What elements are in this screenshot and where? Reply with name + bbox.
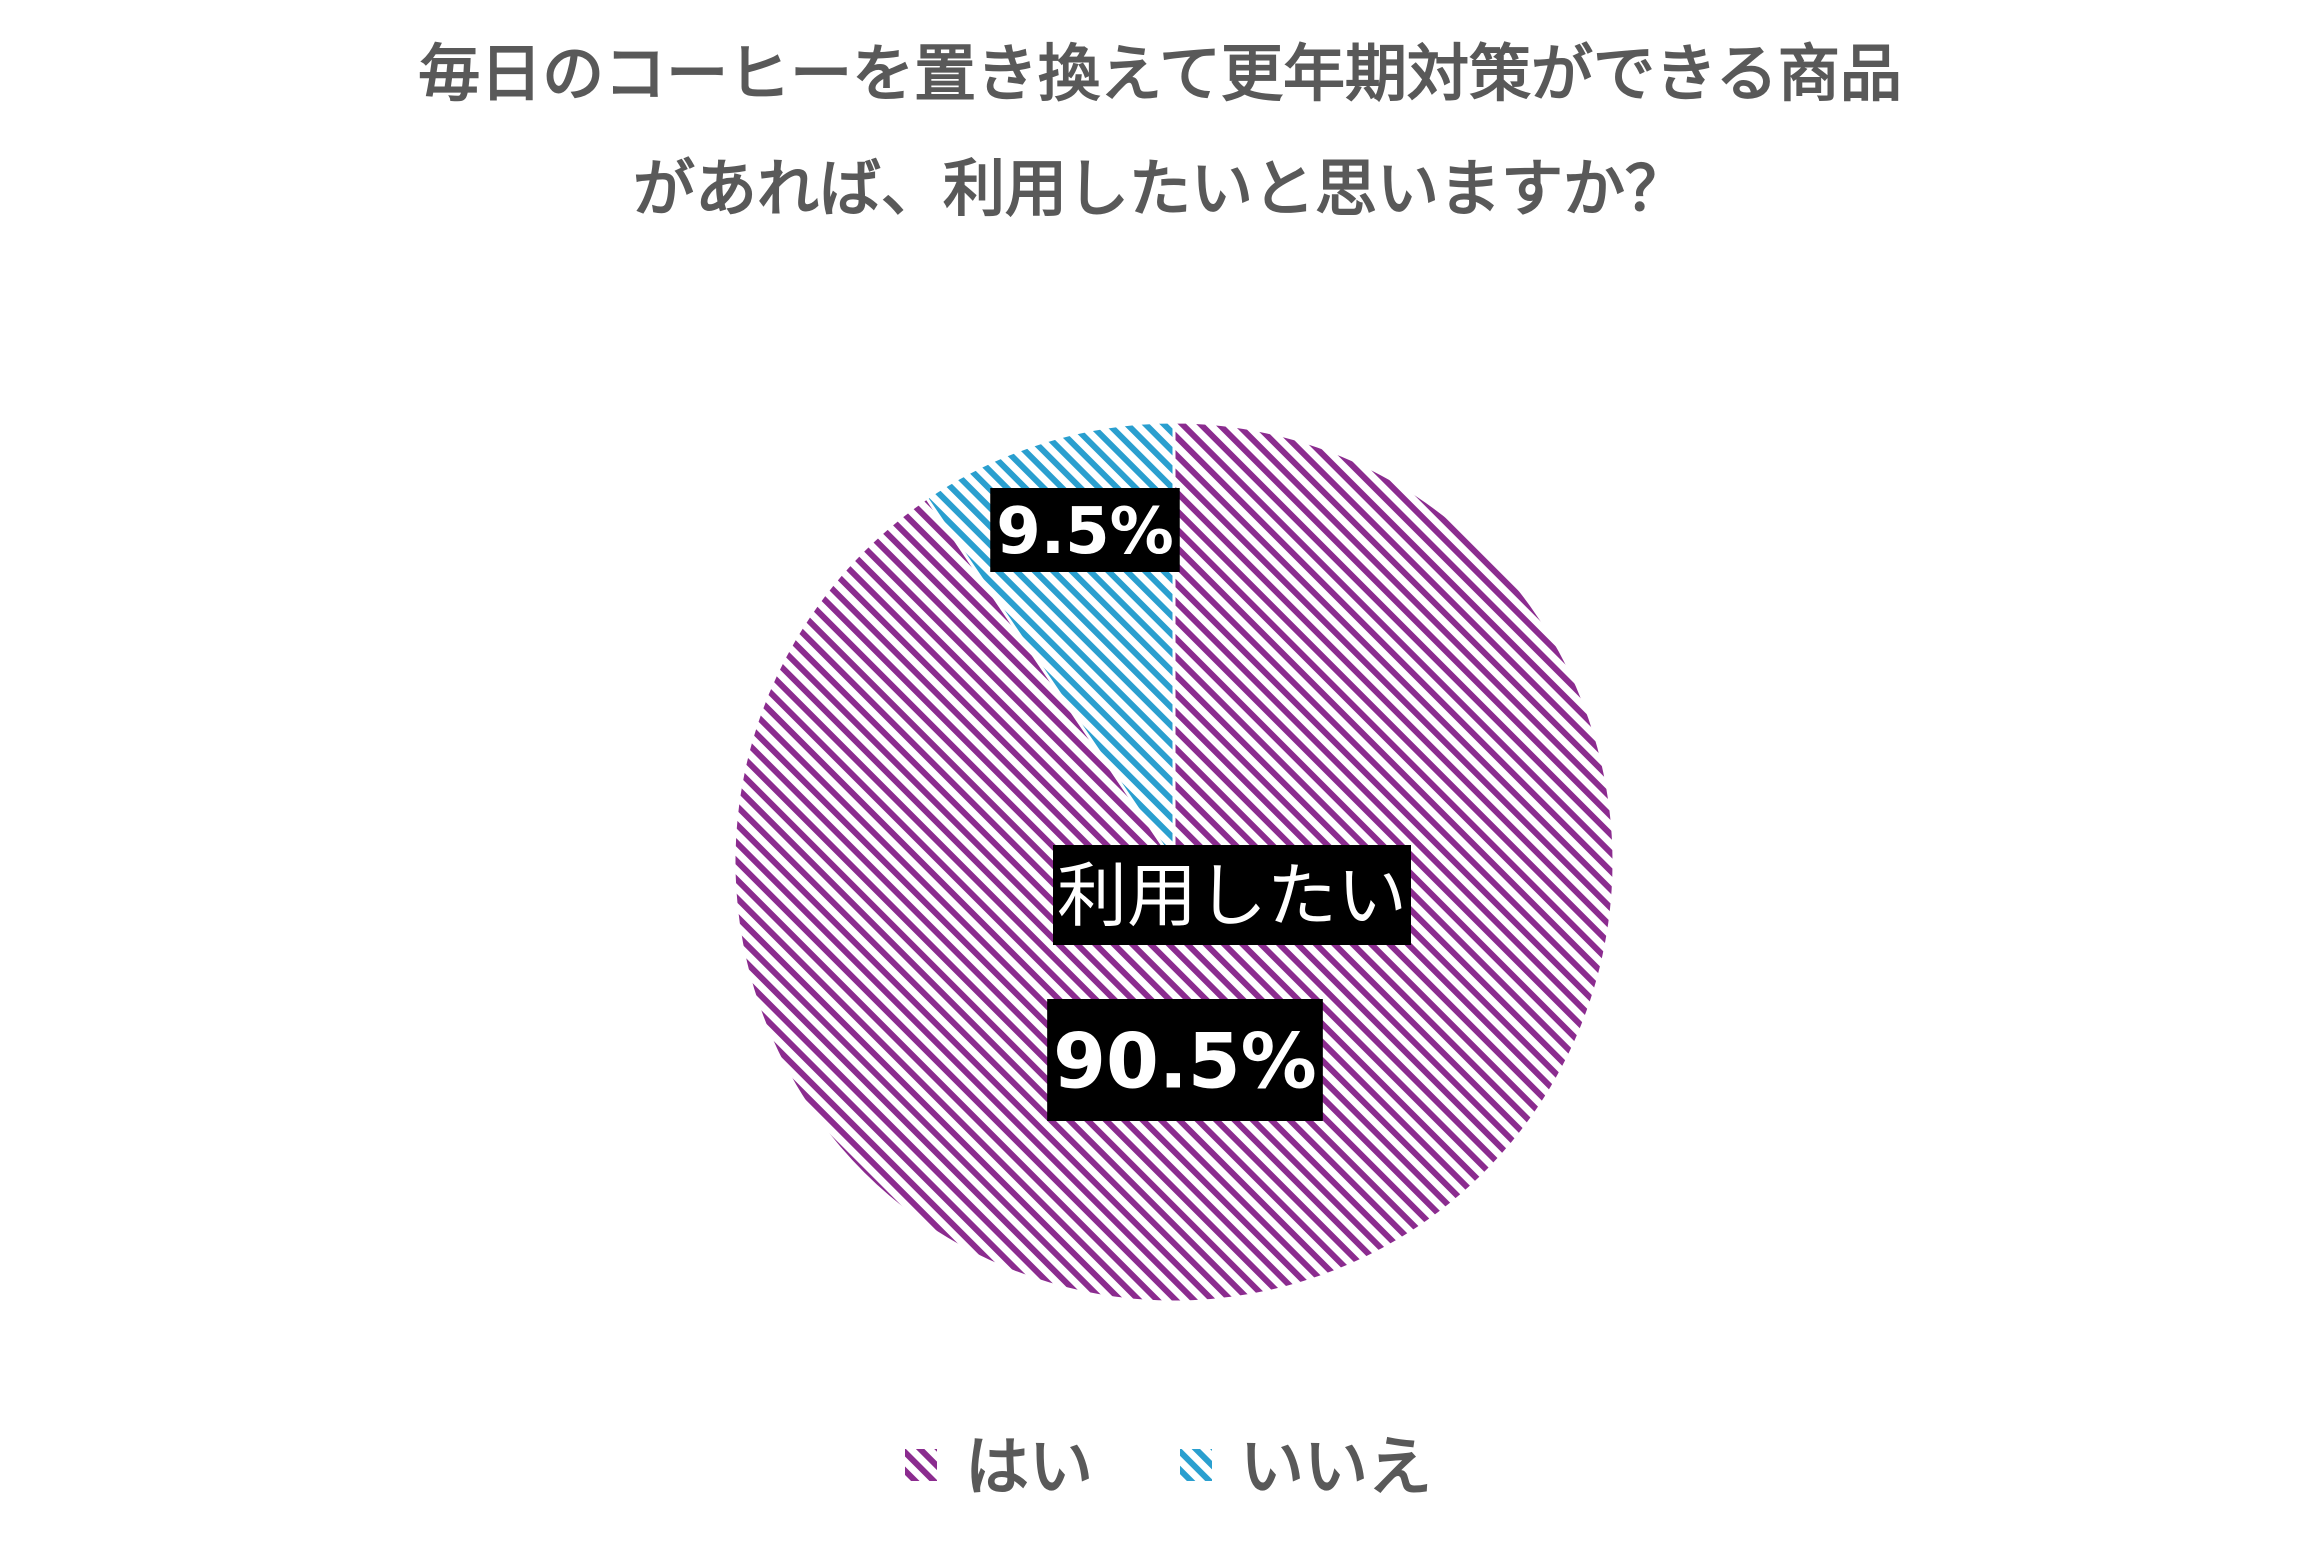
data-label-yes: 90.5% [1047, 999, 1323, 1121]
data-label-yes-box [1047, 999, 1323, 1121]
legend-label: いいえ [1240, 1431, 1432, 1505]
chart-title-line-1: 毎日のコーヒーを置き換えて更年期対策ができる商品 [418, 37, 1902, 110]
legend-swatch [905, 1449, 937, 1481]
slice-annotation-text: 利用したい [1057, 855, 1407, 937]
data-label-yes-text: 90.5% [1053, 1016, 1317, 1105]
chart-title-line-2: があれば、利用したいと思いますか？ [633, 152, 1687, 225]
data-labels: 9.5% 利用したい 90.5% [990, 488, 1411, 1121]
legend: はい いいえ [905, 1431, 1432, 1505]
data-label-no-text: 9.5% [996, 495, 1174, 569]
legend-item-yes: はい [905, 1431, 1093, 1505]
legend-swatch [1180, 1449, 1212, 1481]
slice-annotation-box [1053, 845, 1411, 945]
legend-label: はい [965, 1431, 1093, 1505]
chart-title: 毎日のコーヒーを置き換えて更年期対策ができる商品があれば、利用したいと思いますか… [418, 37, 1902, 225]
legend-item-no: いいえ [1180, 1431, 1432, 1505]
data-label-no: 9.5% [990, 488, 1180, 572]
slice-annotation: 利用したい [1053, 845, 1411, 945]
data-label-no-box [990, 488, 1180, 572]
